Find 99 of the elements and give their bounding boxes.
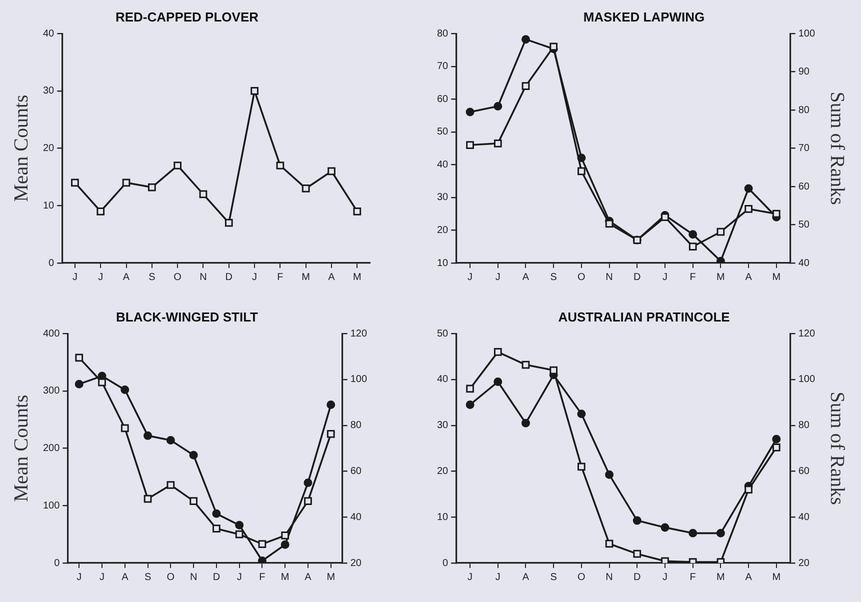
y-tick-label: 70 — [437, 61, 449, 72]
y2-tick-label: 80 — [798, 104, 810, 116]
x-tick-label: S — [550, 572, 558, 583]
x-tick-label: J — [662, 572, 668, 583]
y2-tick-label: 20 — [798, 558, 810, 569]
y-tick-label: 60 — [437, 94, 449, 105]
y-tick-label: 50 — [437, 328, 449, 340]
x-tick-label: F — [690, 272, 696, 283]
x-tick-label: J — [495, 272, 500, 283]
x-tick-label: J — [100, 572, 105, 583]
x-tick-label: F — [690, 572, 696, 583]
y-tick-label: 80 — [437, 28, 449, 40]
y-tick-label: 20 — [437, 466, 449, 477]
x-tick-label: S — [550, 272, 558, 283]
y-tick-label: 10 — [437, 258, 449, 269]
y-tick-label: 30 — [437, 192, 449, 204]
x-tick-label: M — [302, 272, 310, 283]
y-tick-label: 30 — [437, 420, 449, 432]
y2-tick-label: 20 — [350, 558, 362, 569]
x-tick-label: J — [76, 572, 82, 583]
x-tick-label: O — [578, 572, 586, 583]
y2-tick-label: 70 — [798, 143, 810, 154]
x-tick-label: S — [148, 272, 156, 283]
x-tick-label: D — [634, 572, 641, 583]
x-tick-label: A — [122, 272, 130, 283]
y2-tick-label: 60 — [350, 466, 362, 477]
x-tick-label: A — [304, 572, 312, 583]
x-tick-label: J — [236, 572, 242, 583]
y-tick-label: 30 — [43, 86, 55, 97]
y-tick-label: 300 — [42, 386, 60, 397]
x-tick-label: M — [280, 572, 290, 583]
x-tick-label: A — [122, 572, 129, 583]
x-tick-label: A — [745, 572, 752, 583]
x-tick-label: O — [166, 572, 175, 583]
y-tick-label: 50 — [437, 126, 449, 138]
x-tick-label: J — [252, 272, 258, 283]
y-axis-title: Mean Counts — [10, 94, 32, 202]
x-tick-label: D — [212, 572, 220, 583]
x-tick-label: J — [72, 272, 78, 283]
x-tick-label: D — [225, 272, 233, 283]
x-tick-label: D — [634, 272, 641, 283]
y2-tick-label: 40 — [798, 512, 810, 523]
x-tick-label: F — [259, 572, 266, 583]
y2-tick-label: 100 — [798, 374, 816, 386]
x-tick-label: M — [353, 272, 362, 283]
y-tick-label: 20 — [43, 143, 55, 154]
y-tick-label: 40 — [43, 28, 55, 40]
x-tick-label: M — [716, 272, 725, 283]
chart-title: RED-CAPPED PLOVER — [115, 9, 260, 24]
y2-tick-label: 40 — [798, 258, 810, 269]
x-tick-label: J — [468, 572, 473, 583]
y2-tick-label: 120 — [798, 328, 816, 340]
y2-tick-label: 60 — [798, 181, 810, 192]
x-tick-label: N — [606, 272, 613, 283]
x-tick-label: J — [98, 272, 104, 283]
x-tick-label: N — [606, 572, 613, 583]
x-tick-label: J — [495, 572, 500, 583]
y2-axis-title: Sum of Ranks — [826, 392, 848, 506]
y-tick-label: 10 — [43, 200, 55, 212]
y-tick-label: 200 — [42, 443, 60, 454]
y2-tick-label: 60 — [798, 466, 810, 477]
x-tick-label: M — [716, 572, 725, 583]
x-tick-label: J — [468, 272, 473, 283]
x-tick-label: F — [277, 272, 284, 283]
y-tick-label: 0 — [48, 258, 55, 269]
x-tick-label: N — [190, 572, 198, 583]
chart-title: AUSTRALIAN PRATINCOLE — [558, 309, 730, 324]
y2-tick-label: 40 — [350, 512, 362, 523]
x-tick-label: M — [772, 572, 781, 583]
y-tick-label: 100 — [42, 500, 60, 512]
y2-tick-label: 120 — [350, 328, 368, 340]
y-tick-label: 20 — [437, 224, 449, 236]
y2-tick-label: 50 — [798, 220, 810, 231]
x-tick-label: A — [328, 272, 336, 283]
y2-axis-title: Sum of Ranks — [826, 92, 848, 206]
y-axis-title: Mean Counts — [10, 394, 32, 502]
x-tick-label: A — [522, 572, 530, 583]
x-tick-label: O — [174, 272, 182, 283]
x-tick-label: M — [326, 572, 336, 583]
y-tick-label: 0 — [54, 558, 60, 569]
x-tick-label: O — [578, 272, 586, 283]
y2-tick-label: 90 — [798, 66, 810, 78]
y2-tick-label: 100 — [350, 374, 368, 386]
y2-tick-label: 80 — [798, 420, 810, 432]
chart-title: BLACK-WINGED STILT — [116, 309, 258, 324]
y2-tick-label: 80 — [350, 420, 362, 432]
y-tick-label: 10 — [437, 512, 449, 523]
y-tick-label: 40 — [437, 374, 449, 386]
x-tick-label: N — [200, 272, 207, 283]
x-tick-label: M — [772, 272, 781, 283]
y2-tick-label: 100 — [798, 28, 816, 40]
x-tick-label: A — [522, 272, 530, 283]
x-tick-label: A — [745, 272, 752, 283]
x-tick-label: S — [144, 572, 152, 583]
y-tick-label: 40 — [437, 159, 449, 170]
y-tick-label: 0 — [442, 558, 449, 569]
chart-title: MASKED LAPWING — [583, 9, 705, 24]
y-tick-label: 400 — [42, 328, 60, 340]
x-tick-label: J — [662, 272, 668, 283]
